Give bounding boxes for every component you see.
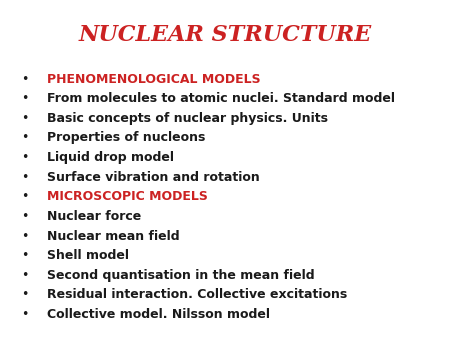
Text: Collective model. Nilsson model: Collective model. Nilsson model [47,308,270,321]
Text: •: • [21,288,28,301]
Text: •: • [21,249,28,262]
Text: Second quantisation in the mean field: Second quantisation in the mean field [47,269,315,282]
Text: •: • [21,230,28,242]
Text: •: • [21,210,28,223]
Text: Nuclear mean field: Nuclear mean field [47,230,180,242]
Text: •: • [21,112,28,125]
Text: Liquid drop model: Liquid drop model [47,151,174,164]
Text: From molecules to atomic nuclei. Standard model: From molecules to atomic nuclei. Standar… [47,92,395,105]
Text: •: • [21,269,28,282]
Text: Residual interaction. Collective excitations: Residual interaction. Collective excitat… [47,288,347,301]
Text: •: • [21,73,28,86]
Text: Shell model: Shell model [47,249,129,262]
Text: •: • [21,190,28,203]
Text: •: • [21,308,28,321]
Text: MICROSCOPIC MODELS: MICROSCOPIC MODELS [47,190,208,203]
Text: •: • [21,171,28,184]
Text: Nuclear force: Nuclear force [47,210,141,223]
Text: Surface vibration and rotation: Surface vibration and rotation [47,171,260,184]
Text: Properties of nucleons: Properties of nucleons [47,131,206,144]
Text: PHENOMENOLOGICAL MODELS: PHENOMENOLOGICAL MODELS [47,73,261,86]
Text: Basic concepts of nuclear physics. Units: Basic concepts of nuclear physics. Units [47,112,328,125]
Text: NUCLEAR STRUCTURE: NUCLEAR STRUCTURE [78,24,372,46]
Text: •: • [21,92,28,105]
Text: •: • [21,131,28,144]
Text: •: • [21,151,28,164]
